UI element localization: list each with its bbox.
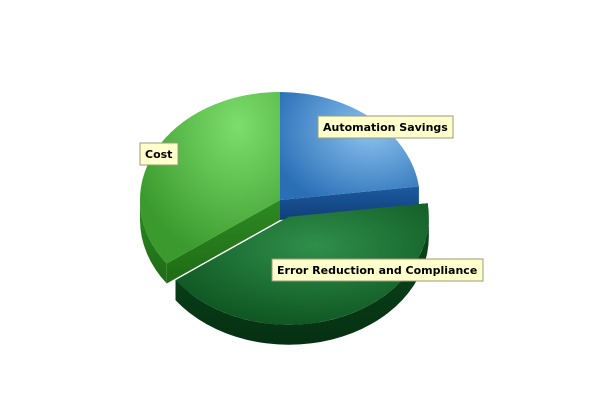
slice-label-box [139,142,179,166]
pie-labels: Automation Savings Error Reduction and Co… [139,115,484,282]
slice-label: Error Reduction and Compliance [271,258,484,282]
pie-slice-side [175,216,429,345]
slice-label: Automation Savings [317,115,454,139]
slice-label-text: Error Reduction and Compliance [277,264,477,277]
slice-label-box [317,115,454,139]
pie-slice-edge [166,200,280,284]
slice-label-box [271,258,484,282]
slice-label: Cost [139,142,179,166]
pie-slice-side [140,200,167,284]
pie-slice [280,92,419,200]
pie-slice [140,92,280,264]
slice-label-text: Cost [145,148,172,161]
pie-slice-edge [280,186,419,220]
slice-label-text: Automation Savings [323,121,448,134]
